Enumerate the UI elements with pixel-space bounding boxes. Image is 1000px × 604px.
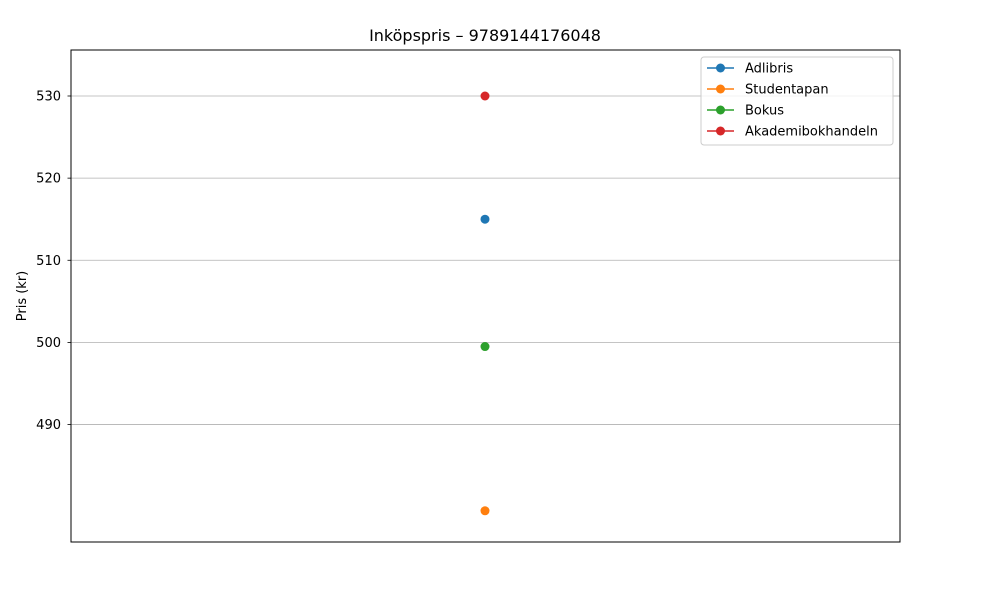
- legend-swatch-marker: [716, 105, 725, 115]
- series-layer: [480, 91, 490, 516]
- series-adlibris: [480, 214, 490, 224]
- series-akademibokhandeln: [480, 91, 490, 101]
- y-tick-label: 510: [36, 254, 61, 269]
- legend-frame: [700, 56, 894, 146]
- legend-swatch-marker: [716, 126, 725, 136]
- y-tick-label: 520: [36, 172, 61, 187]
- series-bokus: [480, 342, 490, 352]
- legend-label: Adlibris: [745, 62, 793, 77]
- data-point: [480, 214, 490, 224]
- plot-frame: [70, 49, 901, 543]
- y-tick-label: 490: [36, 418, 61, 433]
- y-tick-label: 500: [36, 336, 61, 351]
- chart-title: Inköpspris – 9789144176048: [369, 26, 601, 45]
- legend-swatch-marker: [716, 63, 725, 73]
- y-axis: 490 500 510 520 530: [36, 89, 71, 433]
- series-studentapan: [480, 506, 490, 516]
- legend-label: Akademibokhandeln: [745, 125, 878, 140]
- legend-swatch-marker: [716, 84, 725, 94]
- legend-item: Adlibris: [707, 62, 793, 77]
- legend-label: Bokus: [745, 104, 784, 119]
- data-point: [480, 91, 490, 101]
- legend-item: Akademibokhandeln: [707, 125, 878, 140]
- y-tick-label: 530: [36, 89, 61, 104]
- data-point: [480, 506, 490, 516]
- legend-label: Studentapan: [745, 83, 829, 98]
- legend: Adlibris Studentapan Bokus Akademibokhandel…: [700, 56, 894, 146]
- data-point: [480, 342, 490, 352]
- legend-item: Bokus: [707, 104, 784, 119]
- y-axis-label: Pris (kr): [15, 271, 30, 322]
- legend-item: Studentapan: [707, 83, 829, 98]
